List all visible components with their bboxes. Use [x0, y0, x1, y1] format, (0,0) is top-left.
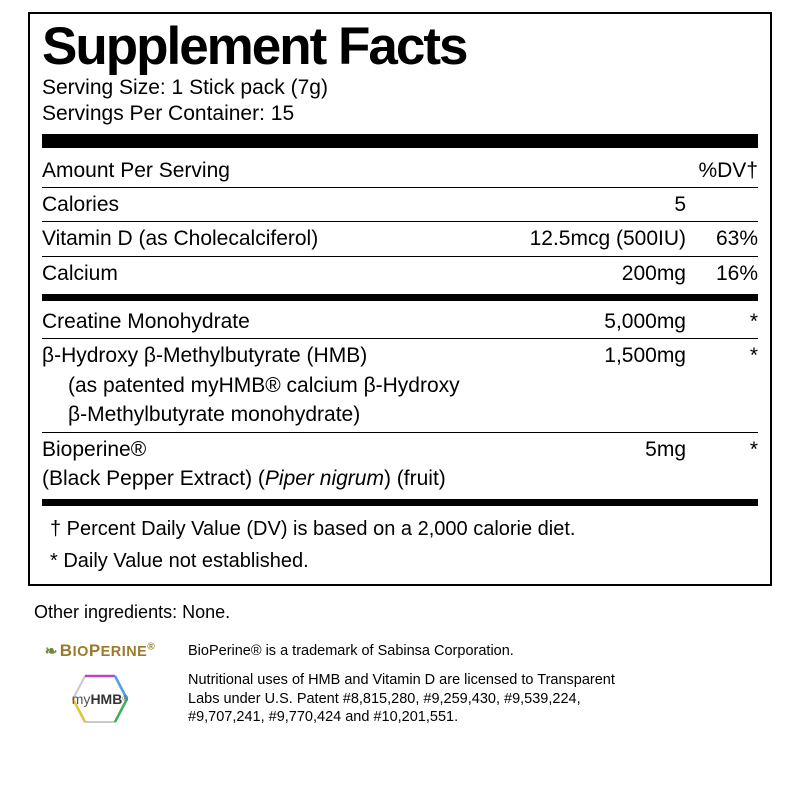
nutrient-dv: *	[696, 435, 758, 494]
nutrient-name: Bioperine® (Black Pepper Extract) (Piper…	[42, 435, 506, 494]
nutrient-name: Calcium	[42, 259, 506, 288]
nutrient-name: β-Hydroxy β-Methylbutyrate (HMB) (as pat…	[42, 341, 506, 429]
nutrient-dv: 63%	[696, 224, 758, 253]
table-row: Calcium 200mg 16%	[42, 257, 758, 290]
nutrient-name: Vitamin D (as Cholecalciferol)	[42, 224, 506, 253]
nutrient-amount: 5,000mg	[506, 307, 696, 336]
divider-medium	[42, 294, 758, 301]
nutrient-dv: 16%	[696, 259, 758, 288]
bioperine-logo: ❧BIOPERINE®	[30, 641, 170, 661]
table-row: Calories 5	[42, 188, 758, 222]
nutrient-amount: 12.5mcg (500IU)	[506, 224, 696, 253]
table-row: β-Hydroxy β-Methylbutyrate (HMB) (as pat…	[42, 339, 758, 432]
table-row: Creatine Monohydrate 5,000mg *	[42, 305, 758, 339]
leaf-icon: ❧	[45, 643, 58, 660]
nutrient-dv: *	[696, 341, 758, 429]
table-row: Bioperine® (Black Pepper Extract) (Piper…	[42, 433, 758, 496]
panel-title: Supplement Facts	[42, 20, 758, 73]
header-amount: Amount Per Serving	[42, 156, 506, 185]
myhmb-logo: myHMB®	[30, 674, 170, 724]
nutrient-dv	[696, 190, 758, 219]
table-row: Vitamin D (as Cholecalciferol) 12.5mcg (…	[42, 222, 758, 256]
servings-per-container: Servings Per Container: 15	[42, 101, 758, 127]
divider-medium	[42, 499, 758, 506]
nutrient-sub: (as patented myHMB® calcium β-Hydroxy	[42, 371, 506, 400]
nutrient-amount: 5mg	[506, 435, 696, 494]
nutrient-sub: β-Methylbutyrate monohydrate)	[42, 400, 506, 429]
trademark-row-bioperine: ❧BIOPERINE® BioPerine® is a trademark of…	[30, 641, 772, 661]
nutrient-amount: 200mg	[506, 259, 696, 288]
nutrient-amount: 1,500mg	[506, 341, 696, 429]
serving-size: Serving Size: 1 Stick pack (7g)	[42, 75, 758, 101]
supplement-facts-panel: Supplement Facts Serving Size: 1 Stick p…	[28, 12, 772, 586]
divider-thick	[42, 134, 758, 148]
header-dv: %DV†	[696, 156, 758, 185]
bioperine-trademark-text: BioPerine® is a trademark of Sabinsa Cor…	[188, 642, 514, 660]
myhmb-trademark-text: Nutritional uses of HMB and Vitamin D ar…	[188, 671, 618, 725]
nutrient-amount: 5	[506, 190, 696, 219]
footnote: * Daily Value not established.	[42, 542, 758, 574]
nutrient-name: Creatine Monohydrate	[42, 307, 506, 336]
trademark-row-myhmb: myHMB® Nutritional uses of HMB and Vitam…	[30, 671, 772, 725]
header-row: Amount Per Serving %DV†	[42, 154, 758, 188]
other-ingredients: Other ingredients: None.	[34, 602, 772, 623]
nutrient-dv: *	[696, 307, 758, 336]
footnote: † Percent Daily Value (DV) is based on a…	[42, 510, 758, 542]
nutrient-name: Calories	[42, 190, 506, 219]
